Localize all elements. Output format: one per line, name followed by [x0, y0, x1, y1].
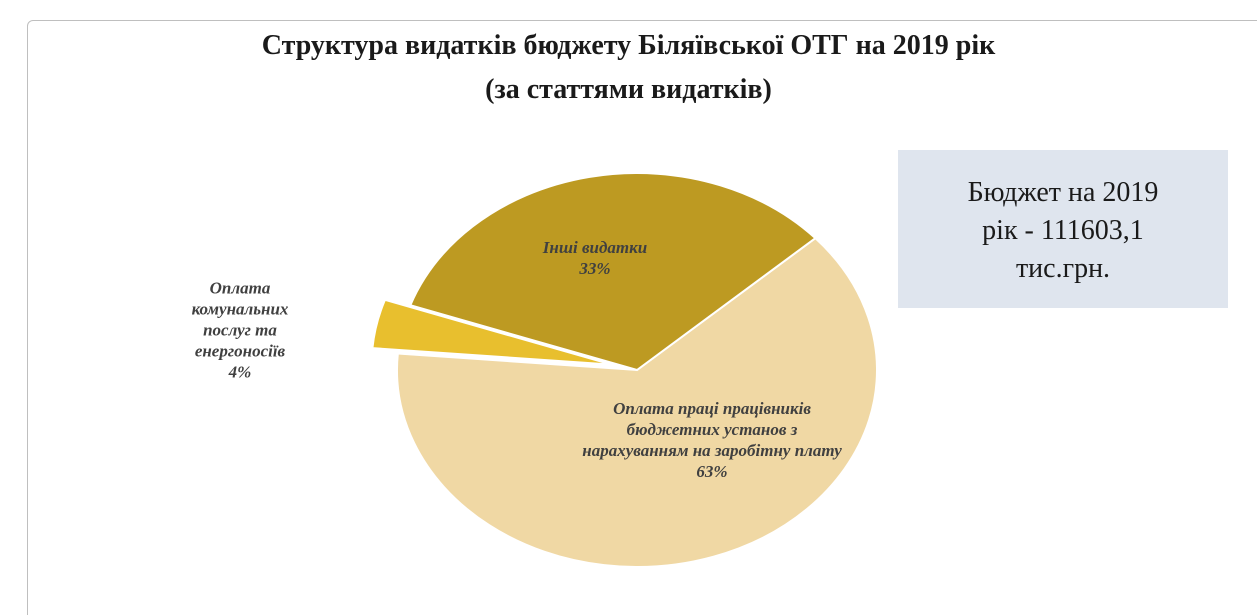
- chart-title: Структура видатків бюджету Біляївської О…: [261, 30, 996, 61]
- label-text: 4%: [228, 362, 252, 382]
- label-text: Оплата праці працівників бюджетних устан…: [582, 399, 842, 460]
- pie-slice: [396, 236, 878, 568]
- label-text: Інші видатки: [542, 238, 648, 257]
- pie-slice: [408, 172, 817, 372]
- label-text: Оплата комунальних послуг та енергоносії…: [191, 278, 289, 361]
- label-text: 63%: [696, 462, 728, 481]
- chart-subtitle: (за статтями видатків): [485, 74, 772, 105]
- data-label: Оплата праці працівників бюджетних устан…: [582, 398, 842, 482]
- annotation: Бюджет на 2019 рік - 111603,1 тис.грн.: [898, 150, 1228, 308]
- pie-slice: [371, 298, 612, 366]
- chart-frame: [27, 20, 1257, 615]
- data-label: Оплата комунальних послуг та енергоносії…: [170, 278, 310, 383]
- label-text: 33%: [579, 259, 611, 278]
- data-label: Інші видатки 33%: [515, 237, 675, 279]
